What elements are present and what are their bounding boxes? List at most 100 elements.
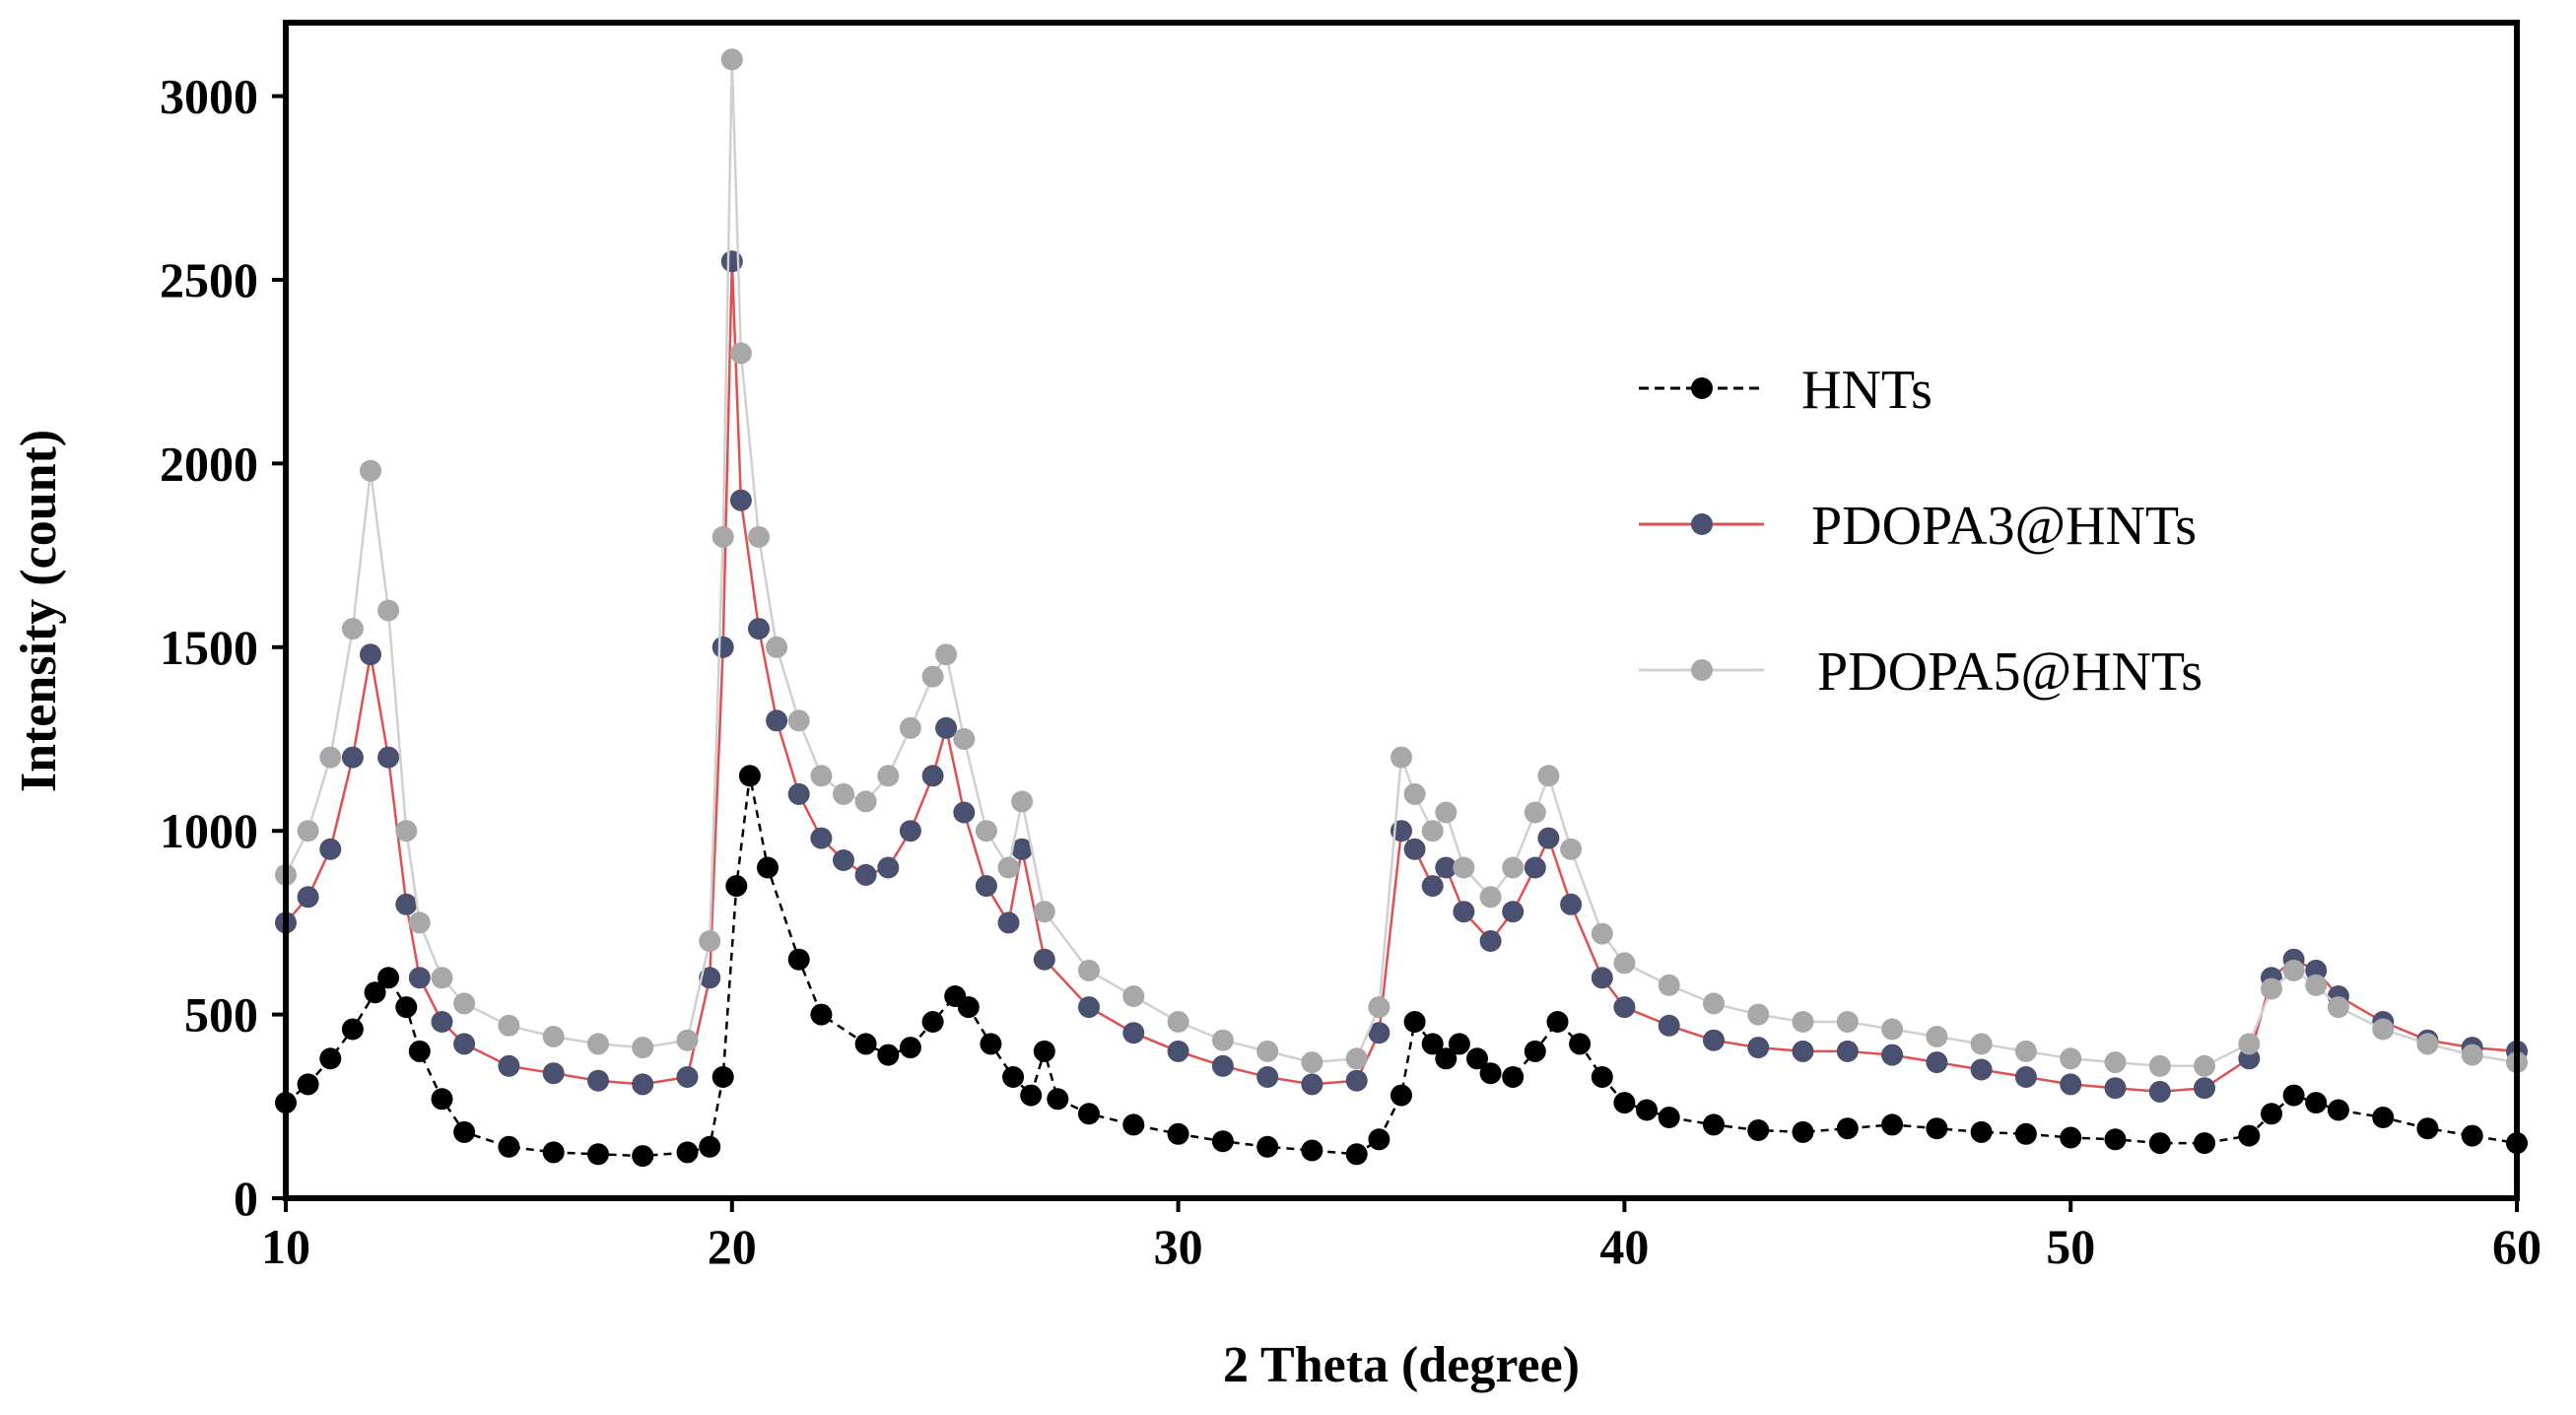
data-point	[542, 1026, 565, 1047]
data-point	[1211, 1029, 1234, 1051]
data-point	[1435, 1047, 1457, 1070]
data-point	[1479, 930, 1502, 952]
data-point	[542, 1141, 565, 1164]
data-point	[854, 863, 877, 886]
data-point	[453, 992, 476, 1015]
data-point	[360, 459, 381, 482]
data-point	[1613, 996, 1636, 1019]
data-point	[408, 1040, 431, 1062]
y-axis-title: Intensity (count)	[11, 430, 67, 792]
data-point	[899, 820, 921, 842]
data-point	[395, 820, 418, 842]
data-point	[854, 1033, 877, 1055]
legend: HNTs PDOPA3@HNTs PDOPA5@HNTs	[1639, 360, 2203, 703]
data-point	[2372, 1018, 2395, 1041]
data-point	[953, 728, 976, 750]
legend-label: PDOPA5@HNTs	[1817, 641, 2203, 703]
data-point	[1926, 1026, 1948, 1047]
data-point	[1448, 1033, 1470, 1055]
x-tick-label: 50	[2046, 1219, 2095, 1274]
data-point	[1167, 1011, 1189, 1033]
data-point	[1345, 1069, 1368, 1092]
data-point	[1926, 1117, 1948, 1140]
data-point	[2060, 1073, 2082, 1096]
data-point	[1256, 1066, 1279, 1088]
data-point	[1703, 992, 1725, 1015]
legend-item: HNTs	[1639, 360, 1932, 421]
data-point	[699, 930, 721, 952]
data-point	[2194, 1054, 2215, 1077]
legend-marker	[1691, 659, 1713, 681]
data-point	[2282, 959, 2305, 981]
data-point	[676, 1066, 699, 1088]
data-point	[935, 716, 958, 739]
data-point	[975, 820, 997, 842]
data-point	[632, 1037, 654, 1059]
series-line-pdopa3-hnts	[285, 261, 2518, 1094]
data-point	[787, 782, 810, 805]
legend-label: HNTs	[1801, 360, 1932, 421]
data-point	[1502, 1066, 1525, 1088]
y-tick-label: 2000	[160, 436, 258, 491]
data-point	[1658, 1014, 1680, 1037]
data-point	[377, 599, 400, 622]
data-point	[2416, 1117, 2439, 1140]
legend-item: PDOPA5@HNTs	[1639, 641, 2203, 703]
data-point	[1881, 1018, 1904, 1041]
y-axis: 0 500 1000 1500 2000 2500 3000	[160, 69, 286, 1226]
data-point	[1792, 1011, 1814, 1033]
data-point	[1256, 1135, 1279, 1158]
data-point	[810, 765, 833, 787]
data-point	[1403, 782, 1426, 805]
data-point	[1546, 1011, 1569, 1033]
data-point	[676, 1029, 699, 1051]
data-point	[1560, 893, 1583, 915]
data-point	[2148, 1080, 2171, 1103]
data-point	[877, 765, 900, 787]
data-point	[997, 911, 1020, 934]
data-point	[2305, 974, 2328, 996]
data-point	[1033, 1040, 1055, 1062]
data-point	[1390, 1084, 1412, 1107]
series-hnts	[275, 765, 2528, 1168]
data-point	[1836, 1011, 1859, 1033]
data-point	[1435, 801, 1457, 824]
data-point	[1256, 1040, 1279, 1062]
x-axis-title: 2 Theta (degree)	[1223, 1337, 1580, 1393]
data-point	[1613, 952, 1636, 975]
data-point	[748, 618, 770, 640]
data-point	[748, 525, 770, 548]
data-point	[1792, 1040, 1814, 1062]
data-point	[997, 856, 1020, 879]
data-point	[1524, 856, 1546, 879]
series-line-hnts	[285, 775, 2518, 1158]
data-point	[729, 489, 752, 511]
x-tick-label: 20	[708, 1219, 757, 1274]
data-point	[810, 827, 833, 849]
data-point	[1122, 985, 1145, 1007]
data-point	[297, 820, 319, 842]
data-point	[1524, 801, 1546, 824]
data-point	[2104, 1051, 2127, 1074]
data-point	[1011, 790, 1034, 813]
data-point	[2060, 1126, 2082, 1149]
data-point	[2014, 1040, 2037, 1062]
data-point	[408, 967, 431, 989]
data-point	[2238, 1033, 2261, 1055]
data-point	[377, 967, 400, 989]
y-tick-label: 1000	[160, 803, 258, 858]
data-point	[632, 1073, 654, 1096]
data-point	[1560, 838, 1583, 860]
data-point	[833, 849, 854, 871]
x-tick-label: 10	[261, 1219, 310, 1274]
data-point	[587, 1033, 609, 1055]
data-point	[1636, 1099, 1658, 1121]
x-tick-label: 60	[2492, 1219, 2542, 1274]
data-point	[1537, 765, 1560, 787]
data-point	[1658, 1107, 1680, 1128]
data-point	[766, 709, 788, 732]
y-tick-label: 1500	[160, 620, 258, 675]
data-point	[1122, 1022, 1145, 1044]
data-point	[712, 1066, 734, 1088]
data-point	[921, 1011, 944, 1033]
